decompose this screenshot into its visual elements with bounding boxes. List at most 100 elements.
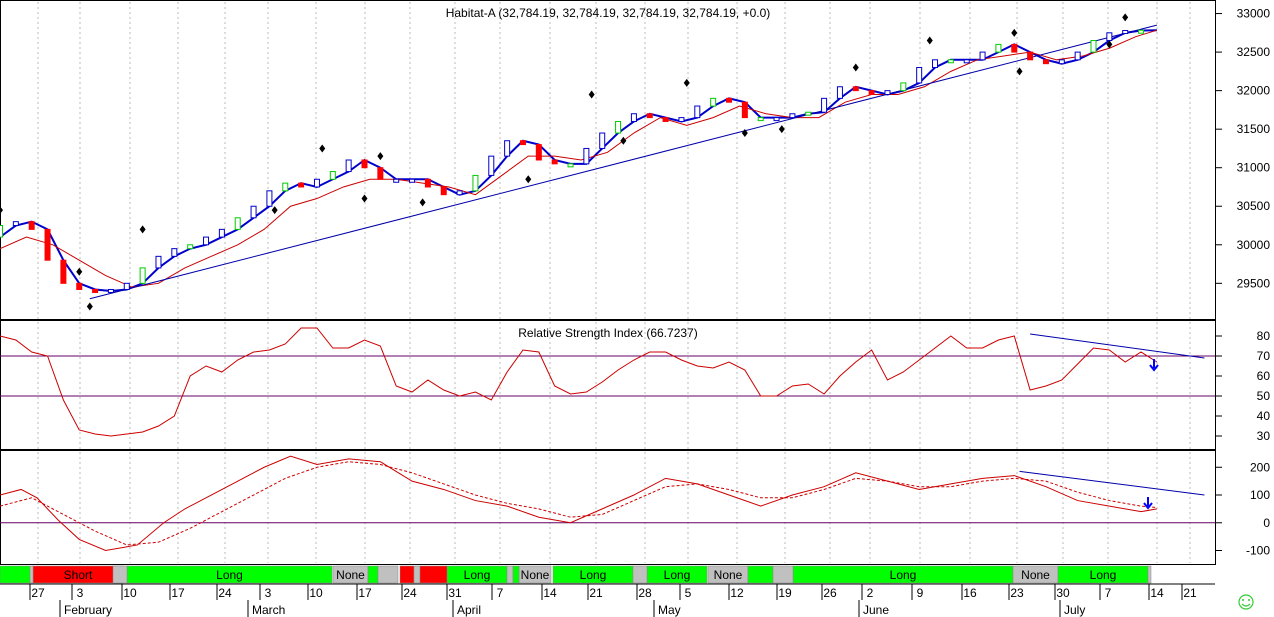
date-tick-label: 28 <box>638 586 652 600</box>
candle <box>662 117 669 122</box>
candle <box>963 59 970 64</box>
candle <box>1058 59 1065 65</box>
candle <box>884 90 891 95</box>
signal-segment <box>0 565 31 584</box>
vertical-gridlines <box>37 2 1191 563</box>
date-tick-label: 9 <box>917 586 924 600</box>
candle <box>995 43 1002 53</box>
date-tick-label: 14 <box>543 586 557 600</box>
signal-segment <box>367 565 379 584</box>
signal-label: None <box>1021 568 1050 582</box>
signal-label: Long <box>890 568 917 582</box>
signal-label: None <box>521 568 550 582</box>
candle <box>171 248 178 257</box>
candle <box>947 59 954 64</box>
candle <box>1090 40 1097 53</box>
candle <box>282 182 289 192</box>
signal-segment <box>632 565 648 584</box>
candle <box>789 113 796 119</box>
signal-label: Long <box>580 568 607 582</box>
candle <box>28 221 35 230</box>
candle <box>504 140 511 157</box>
candle <box>218 228 225 238</box>
moving-average-line <box>0 29 1158 288</box>
candle <box>488 155 495 176</box>
y-tick-label: 31000 <box>1237 161 1271 175</box>
signal-segment <box>413 565 421 584</box>
rsi-panel <box>0 327 1215 437</box>
swing-marker <box>741 129 748 138</box>
candle <box>155 255 162 269</box>
candle <box>852 86 859 92</box>
oscillator-panel <box>0 455 1215 552</box>
price-panel-frame <box>0 0 1216 320</box>
candle <box>741 101 748 119</box>
candle <box>472 174 479 192</box>
date-tick-label: 3 <box>265 586 272 600</box>
y-tick-label: 200 <box>1250 460 1270 474</box>
swing-marker <box>76 267 83 276</box>
candle <box>916 67 923 84</box>
oscillator-line <box>0 455 1157 552</box>
candle <box>329 171 336 180</box>
candle <box>456 190 463 196</box>
date-tick-label: 21 <box>1183 586 1197 600</box>
date-axis: 27 3 10 17 24 3 10 17 24 31 7 14 21 28 5 12 19 26 2 9 16 23 30… <box>0 583 1215 617</box>
candle <box>646 113 653 119</box>
date-tick-label: 31 <box>448 586 462 600</box>
candle <box>313 178 320 188</box>
candle <box>1138 29 1145 34</box>
candle <box>409 178 416 183</box>
month-label: March <box>252 603 285 617</box>
candle <box>710 97 717 107</box>
signal-segment <box>1147 565 1152 584</box>
candle <box>12 221 19 227</box>
swing-marker <box>588 90 595 99</box>
date-tick-label: 21 <box>589 586 603 600</box>
date-tick-label: 7 <box>497 586 504 600</box>
candle <box>567 163 574 168</box>
month-label: July <box>1064 603 1085 617</box>
candle <box>836 86 843 99</box>
date-tick-label: 17 <box>171 586 185 600</box>
date-tick-label: 26 <box>823 586 837 600</box>
signal-segment <box>512 565 520 584</box>
smiley-icon <box>1238 594 1254 610</box>
candle <box>519 140 526 146</box>
candle <box>76 282 83 290</box>
swing-marker <box>1106 40 1113 49</box>
candle <box>1042 59 1049 65</box>
swing-marker <box>377 152 384 161</box>
candle <box>1106 32 1113 42</box>
swing-marker <box>525 175 532 184</box>
candle <box>345 159 352 173</box>
swing-marker <box>361 194 368 203</box>
candle <box>298 182 305 188</box>
y-tick-label: 40 <box>1257 409 1271 423</box>
candle <box>694 105 701 119</box>
date-tick-label: 23 <box>1010 586 1024 600</box>
signal-segment <box>506 565 514 584</box>
y-tick-label: 32500 <box>1237 45 1271 59</box>
candle <box>630 113 637 122</box>
candle <box>393 178 400 183</box>
y-tick-label: 29500 <box>1237 276 1271 290</box>
signal-label: Long <box>664 568 691 582</box>
signal-label: Long <box>216 568 243 582</box>
y-axes: 2950030000305003100031500320003250033000… <box>1215 7 1270 558</box>
candle <box>868 90 875 95</box>
candle <box>551 159 558 165</box>
candle <box>599 132 606 149</box>
swing-marker <box>419 198 426 207</box>
y-tick-label: 30500 <box>1237 199 1271 213</box>
date-tick-label: 16 <box>963 586 977 600</box>
swing-marker <box>0 206 3 215</box>
signal-segment <box>772 565 794 584</box>
candle <box>107 288 114 293</box>
swing-marker <box>86 302 93 311</box>
month-label: February <box>64 603 112 617</box>
swing-marker <box>683 78 690 87</box>
y-tick-label: 32000 <box>1237 84 1271 98</box>
month-label: April <box>457 603 481 617</box>
oscillator-panel-frame <box>0 450 1216 565</box>
